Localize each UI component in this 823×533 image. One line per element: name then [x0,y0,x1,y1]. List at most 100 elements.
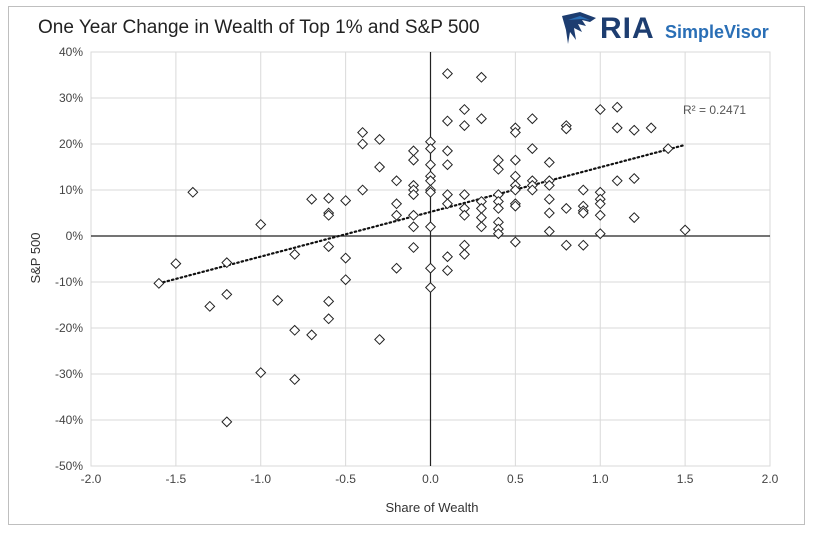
chart-title: One Year Change in Wealth of Top 1% and … [38,17,480,38]
data-point [424,143,437,155]
data-point [153,277,165,289]
data-point [374,133,386,145]
data-point [458,239,470,251]
axes [91,52,770,466]
data-point [357,138,369,150]
data-points [153,68,691,428]
data-point [679,224,691,236]
data-point [323,241,335,253]
data-point [408,145,420,157]
data-point [272,294,284,306]
tick-labels: -2.0 -1.5 -1.0 -0.5 0.0 0.5 1.0 1.5 2.0 -50% -40% -… [55,45,779,486]
data-point [340,195,352,207]
data-point [323,209,335,221]
data-point [424,159,437,171]
x-tick-label: 1.5 [677,472,694,486]
data-point [357,126,369,139]
data-point [408,221,420,233]
data-point [543,225,555,237]
chart-frame [8,6,805,525]
data-point [492,163,504,175]
data-point [391,262,403,274]
data-point [408,241,420,254]
data-point [611,101,623,113]
data-point [475,113,487,125]
data-point [475,221,487,233]
data-point [441,159,453,171]
data-point [492,228,504,240]
data-point [441,115,453,127]
trendline-group [157,143,687,285]
data-point [306,329,318,341]
data-point [509,184,521,196]
eagle-icon [562,12,596,44]
data-point [441,145,453,157]
data-point [543,156,555,168]
data-point [492,202,504,214]
data-point [628,124,640,136]
x-axis-label: Share of Wealth [386,500,479,515]
data-point [594,228,606,240]
y-tick-label: -50% [55,459,83,473]
data-point [594,103,606,116]
data-point [594,209,606,221]
data-point [560,239,572,251]
x-tick-label: -1.0 [250,472,271,486]
data-point [441,198,453,210]
data-point [526,113,538,125]
x-tick-label: 2.0 [762,472,779,486]
data-point [475,202,487,214]
data-point [424,221,437,233]
x-tick-label: -0.5 [335,472,356,486]
data-point [458,189,470,201]
data-point [187,186,199,198]
data-point [424,186,437,198]
data-point [543,193,555,205]
data-point [170,258,182,270]
data-point [492,154,504,166]
data-point [560,202,572,214]
x-tick-label: 1.0 [592,472,609,486]
data-point [543,179,555,191]
data-point [408,189,420,201]
y-axis-label: S&P 500 [28,232,43,283]
data-point [509,170,521,182]
data-point [458,248,470,260]
data-point [323,192,335,204]
data-point [391,198,403,210]
data-point [289,374,301,386]
data-point [221,416,233,428]
data-point [408,209,420,221]
data-point [628,172,640,185]
data-point [391,209,403,221]
data-point [475,212,487,224]
data-point [509,154,521,166]
y-tick-label: -20% [55,321,83,335]
brand-product-name: SimpleVisor [665,22,769,42]
data-point [374,333,386,346]
data-point [611,122,623,134]
data-point [458,103,470,116]
data-point [374,161,386,173]
data-point [662,143,674,155]
data-point [391,175,403,187]
y-tick-label: 0% [66,229,84,243]
y-tick-label: 20% [59,137,83,151]
x-tick-label: 0.5 [507,472,524,486]
data-point [526,184,538,196]
data-point [611,175,623,187]
x-tick-label: -2.0 [81,472,102,486]
data-point [255,367,267,379]
data-point [577,239,589,251]
x-tick-label: -1.5 [166,472,187,486]
x-tick-label: 0.0 [422,472,439,486]
data-point [509,126,521,139]
data-point [204,300,216,312]
data-point [509,236,521,248]
data-point [628,212,640,224]
data-point [289,324,301,336]
data-point [475,71,487,83]
data-point [509,200,521,212]
data-point [526,143,538,155]
